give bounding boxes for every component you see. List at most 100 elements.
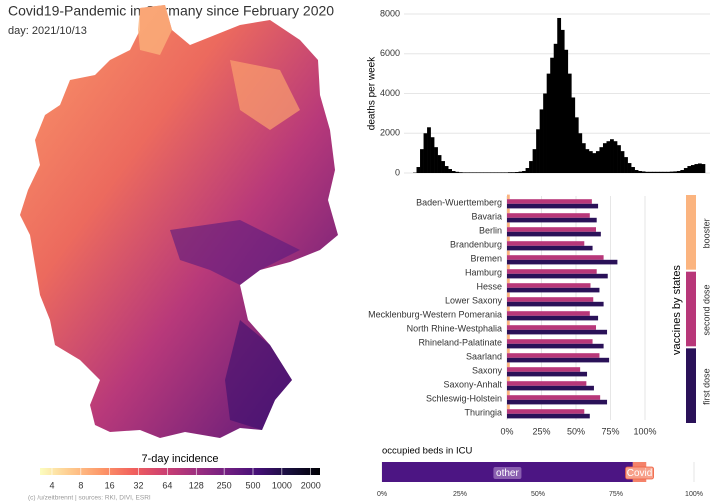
legend-label: booster (701, 218, 711, 248)
bar (564, 49, 569, 173)
segment-label: other (496, 468, 519, 479)
bar (472, 172, 477, 173)
bar (507, 250, 510, 256)
bar (507, 320, 510, 326)
bar (567, 73, 572, 173)
bar (448, 169, 452, 173)
bar (479, 172, 484, 173)
bar (659, 171, 664, 173)
map-region (230, 60, 300, 130)
bar (507, 259, 618, 265)
segment-label-box (493, 467, 522, 479)
bar (420, 149, 424, 173)
bar (599, 147, 604, 173)
bar (507, 241, 585, 246)
y-tick-label: Brandenburg (450, 239, 502, 249)
bar (645, 171, 650, 173)
bar (511, 172, 516, 173)
map-region (225, 320, 292, 430)
colorbar-tick-label: 64 (162, 480, 172, 490)
subtitle: day: 2021/10/13 (8, 25, 87, 37)
segment-label: Covid (627, 468, 653, 479)
y-tick-label: Saxony (472, 365, 503, 375)
bar (613, 141, 618, 173)
bar (455, 171, 460, 173)
bar (507, 236, 510, 242)
bar (507, 245, 593, 251)
x-tick-label: 100% (633, 426, 656, 436)
colorbar-tick-label: 128 (189, 480, 204, 490)
bar (507, 371, 588, 377)
bar (507, 381, 587, 386)
y-tick-label: Bavaria (471, 211, 502, 221)
bar (458, 172, 463, 173)
bar (497, 172, 502, 173)
bar (578, 133, 583, 173)
x-tick-label: 25% (532, 426, 550, 436)
bar (581, 143, 586, 173)
bar (662, 171, 667, 173)
bar (507, 255, 604, 260)
bar (606, 141, 611, 173)
bar (522, 171, 526, 173)
bar (507, 269, 597, 274)
bar (490, 172, 495, 173)
bar (652, 171, 657, 173)
bar (701, 164, 706, 173)
bar (507, 357, 610, 363)
bar (507, 213, 590, 218)
title: Covid19-Pandemic in Germany since Februa… (8, 3, 334, 19)
y-tick-label: Thuringia (464, 407, 502, 417)
bar (680, 170, 685, 173)
x-tick-label: 50% (567, 426, 585, 436)
bar (507, 227, 597, 232)
bar (507, 353, 600, 358)
bar (476, 172, 481, 173)
bar (687, 166, 692, 173)
y-tick-label: 0 (395, 167, 400, 177)
bar (543, 93, 547, 173)
y-tick-label: Bremen (470, 253, 502, 263)
bar (539, 109, 544, 173)
bar (486, 172, 491, 173)
bar (507, 409, 585, 414)
bar (648, 171, 653, 173)
bar (469, 172, 474, 173)
bar (683, 168, 688, 173)
bar (507, 362, 510, 368)
bar (515, 172, 519, 173)
x-tick-label: 75% (609, 491, 623, 498)
bar (507, 283, 591, 288)
x-tick-label: 0% (377, 491, 387, 498)
bar (507, 297, 594, 302)
colorbar (40, 468, 320, 475)
bar (592, 153, 597, 173)
bar (507, 292, 510, 298)
bar (634, 170, 639, 173)
bar (465, 172, 470, 173)
y-tick-label: Hesse (476, 281, 502, 291)
bar (507, 264, 510, 270)
map-region (138, 5, 172, 55)
x-tick-label: 75% (601, 426, 619, 436)
bar (504, 172, 509, 173)
y-tick-label: Saarland (466, 351, 502, 361)
bar (553, 43, 558, 173)
bar (507, 287, 600, 293)
bar (638, 171, 642, 173)
colorbar-tick-label: 1000 (272, 480, 292, 490)
colorbar-tick-label: 32 (134, 480, 144, 490)
bar (550, 57, 555, 173)
bar (694, 164, 699, 173)
bar (676, 171, 681, 173)
bar (666, 171, 671, 173)
bar (610, 139, 614, 173)
y-tick-label: Saxony-Anhalt (443, 379, 502, 389)
chart-title: occupied beds in ICU (382, 446, 472, 457)
bar (507, 203, 599, 209)
bar (518, 171, 523, 173)
colorbar-tick-label: 8 (78, 480, 83, 490)
x-tick-label: 50% (531, 491, 545, 498)
y-tick-label: Mecklenburg-Western Pomerania (368, 309, 502, 319)
